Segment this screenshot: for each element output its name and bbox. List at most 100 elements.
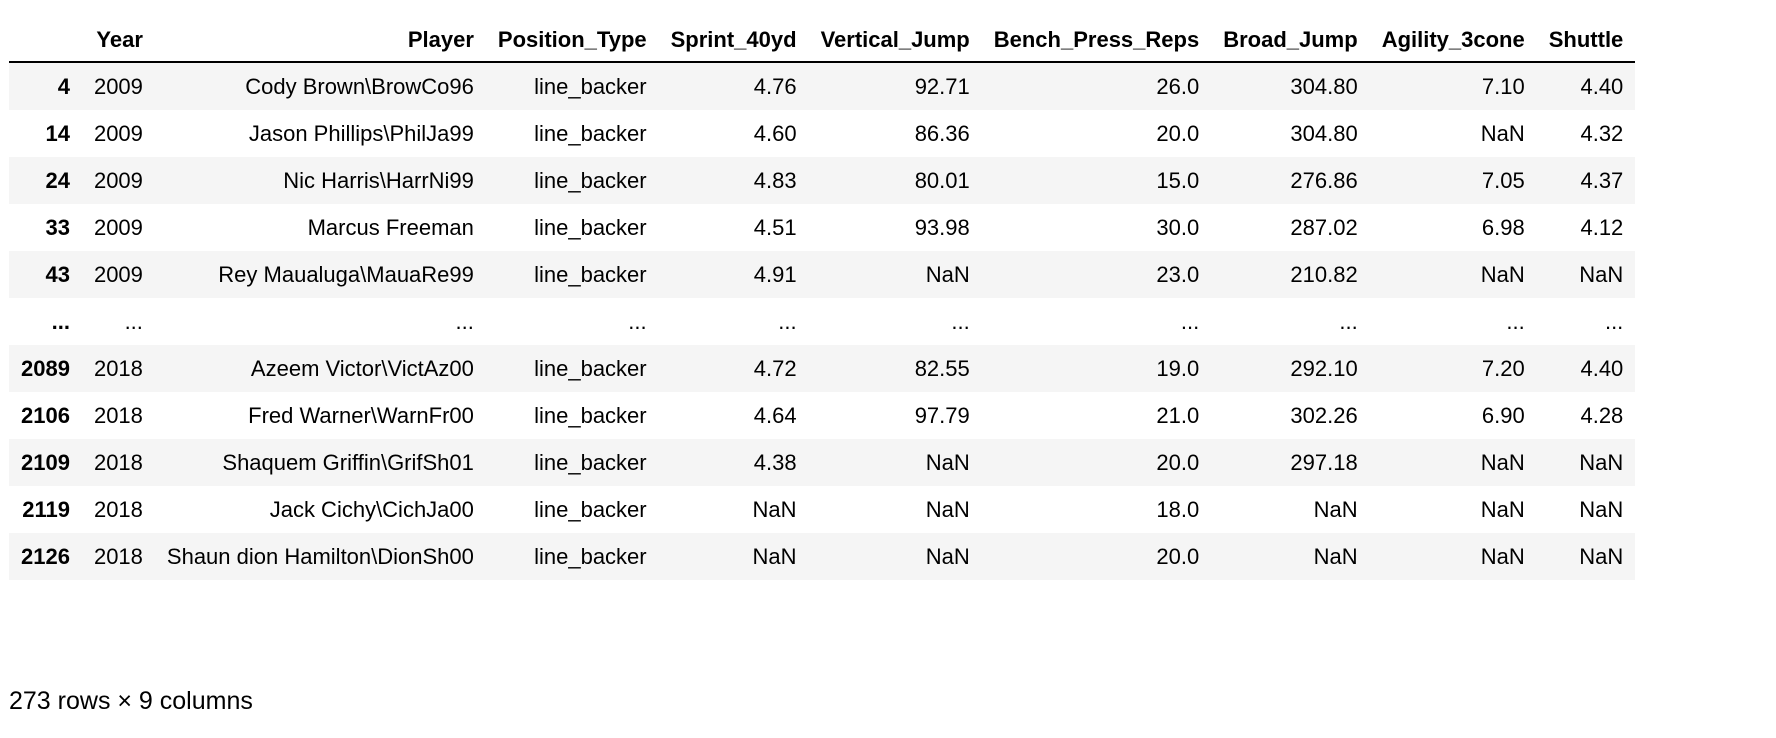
cell-sprint-40yd: 4.76 xyxy=(753,74,797,99)
cell-broad-jump: 287.02 xyxy=(1290,215,1358,240)
cell-player: Shaun dion Hamilton\DionSh00 xyxy=(166,544,474,569)
cell-agility-3cone: NaN xyxy=(1480,450,1525,475)
cell-sprint-40yd: ... xyxy=(778,309,797,334)
cell-position-type: line_backer xyxy=(534,403,647,428)
cell-position-type: line_backer xyxy=(534,262,647,287)
column-header-agility-3cone: Agility_3cone xyxy=(1369,18,1537,63)
table-row: 33 2009 Marcus Freeman line_backer 4.51 93.98… xyxy=(9,204,1636,251)
cell-position-type: line_backer xyxy=(534,544,647,569)
cell-broad-jump: 292.10 xyxy=(1290,356,1358,381)
cell-sprint-40yd: 4.72 xyxy=(753,356,797,381)
cell-shuttle: 4.28 xyxy=(1580,403,1624,428)
column-header-player: Player xyxy=(154,18,486,63)
cell-vertical-jump: 97.79 xyxy=(914,403,970,428)
cell-broad-jump: 304.80 xyxy=(1290,121,1358,146)
cell-sprint-40yd: 4.51 xyxy=(753,215,797,240)
cell-vertical-jump: NaN xyxy=(925,497,970,522)
column-header-vertical-jump: Vertical_Jump xyxy=(808,18,982,63)
cell-year: 2009 xyxy=(93,168,143,193)
cell-broad-jump: 297.18 xyxy=(1290,450,1358,475)
cell-shuttle: NaN xyxy=(1579,544,1624,569)
cell-bench-press-reps: 20.0 xyxy=(1156,121,1200,146)
table-row: 43 2009 Rey Maualuga\MauaRe99 line_backer 4.… xyxy=(9,251,1636,298)
cell-shuttle: ... xyxy=(1604,309,1624,334)
cell-vertical-jump: NaN xyxy=(925,450,970,475)
cell-shuttle: 4.12 xyxy=(1580,215,1624,240)
cell-broad-jump: NaN xyxy=(1313,544,1358,569)
cell-bench-press-reps: 20.0 xyxy=(1156,450,1200,475)
cell-sprint-40yd: 4.60 xyxy=(753,121,797,146)
row-index-cell: 4 xyxy=(57,74,70,99)
cell-position-type: line_backer xyxy=(534,450,647,475)
cell-year: 2018 xyxy=(93,497,143,522)
cell-player: Rey Maualuga\MauaRe99 xyxy=(218,262,474,287)
cell-bench-press-reps: 20.0 xyxy=(1156,544,1200,569)
column-header-sprint-40yd: Sprint_40yd xyxy=(658,18,809,63)
cell-player: Azeem Victor\VictAz00 xyxy=(250,356,474,381)
cell-shuttle: NaN xyxy=(1579,450,1624,475)
cell-agility-3cone: ... xyxy=(1506,309,1525,334)
cell-vertical-jump: ... xyxy=(951,309,970,334)
table-body: 4 2009 Cody Brown\BrowCo96 line_backer 4.76 9… xyxy=(9,62,1636,580)
cell-bench-press-reps: 30.0 xyxy=(1156,215,1200,240)
cell-position-type: line_backer xyxy=(534,356,647,381)
cell-player: Shaquem Griffin\GrifSh01 xyxy=(222,450,474,475)
cell-broad-jump: 210.82 xyxy=(1290,262,1358,287)
row-index-cell: ... xyxy=(51,309,70,334)
cell-year: 2009 xyxy=(93,121,143,146)
cell-agility-3cone: NaN xyxy=(1480,121,1525,146)
ellipsis-row: .............................. xyxy=(9,298,1636,345)
table-row: 2119 2018 Jack Cichy\CichJa00 line_backer Na… xyxy=(9,486,1636,533)
table-row: 2109 2018 Shaquem Griffin\GrifSh01 line_bac… xyxy=(9,439,1636,486)
table-row: 2126 2018 Shaun dion Hamilton\DionSh00 line… xyxy=(9,533,1636,580)
cell-position-type: line_backer xyxy=(534,497,647,522)
column-header-year: Year xyxy=(81,18,155,63)
cell-year: 2009 xyxy=(93,215,143,240)
cell-vertical-jump: 80.01 xyxy=(914,168,970,193)
cell-vertical-jump: 92.71 xyxy=(914,74,970,99)
cell-bench-press-reps: 23.0 xyxy=(1156,262,1200,287)
column-header-bench-press-reps: Bench_Press_Reps xyxy=(981,18,1212,63)
table-row: 2089 2018 Azeem Victor\VictAz00 line_backer… xyxy=(9,345,1636,392)
column-header-broad-jump: Broad_Jump xyxy=(1211,18,1370,63)
cell-sprint-40yd: NaN xyxy=(752,544,797,569)
cell-agility-3cone: 7.10 xyxy=(1481,74,1525,99)
cell-player: Jason Phillips\PhilJa99 xyxy=(248,121,474,146)
row-index-cell: 14 xyxy=(45,121,70,146)
cell-position-type: line_backer xyxy=(534,121,647,146)
cell-position-type: line_backer xyxy=(534,74,647,99)
header-row: Year Player Position_Type Sprint_40yd Vertic… xyxy=(9,18,1636,63)
cell-bench-press-reps: 19.0 xyxy=(1156,356,1200,381)
cell-broad-jump: 304.80 xyxy=(1290,74,1358,99)
table-row: 4 2009 Cody Brown\BrowCo96 line_backer 4.76 9… xyxy=(9,62,1636,110)
cell-year: 2009 xyxy=(93,262,143,287)
cell-bench-press-reps: 15.0 xyxy=(1156,168,1200,193)
cell-player: ... xyxy=(455,309,474,334)
cell-player: Jack Cichy\CichJa00 xyxy=(269,497,474,522)
row-index-cell: 33 xyxy=(45,215,70,240)
cell-vertical-jump: 82.55 xyxy=(914,356,970,381)
cell-year: 2018 xyxy=(93,356,143,381)
cell-agility-3cone: 7.05 xyxy=(1481,168,1525,193)
cell-sprint-40yd: 4.91 xyxy=(753,262,797,287)
cell-player: Nic Harris\HarrNi99 xyxy=(283,168,474,193)
cell-player: Cody Brown\BrowCo96 xyxy=(245,74,474,99)
cell-player: Fred Warner\WarnFr00 xyxy=(248,403,474,428)
cell-broad-jump: NaN xyxy=(1313,497,1358,522)
cell-agility-3cone: 7.20 xyxy=(1481,356,1525,381)
row-index-cell: 43 xyxy=(45,262,70,287)
column-header-position-type: Position_Type xyxy=(485,18,659,63)
index-header xyxy=(9,18,82,63)
cell-year: 2009 xyxy=(93,74,143,99)
row-index-cell: 2109 xyxy=(21,450,70,475)
row-index-cell: 2089 xyxy=(21,356,70,381)
cell-year: ... xyxy=(124,309,143,334)
dataframe-table: Year Player Position_Type Sprint_40yd Vertic… xyxy=(9,18,1636,580)
cell-broad-jump: ... xyxy=(1339,309,1358,334)
cell-year: 2018 xyxy=(93,544,143,569)
cell-shuttle: 4.37 xyxy=(1580,168,1624,193)
cell-agility-3cone: 6.98 xyxy=(1481,215,1525,240)
row-index-cell: 2106 xyxy=(21,403,70,428)
cell-sprint-40yd: 4.83 xyxy=(753,168,797,193)
